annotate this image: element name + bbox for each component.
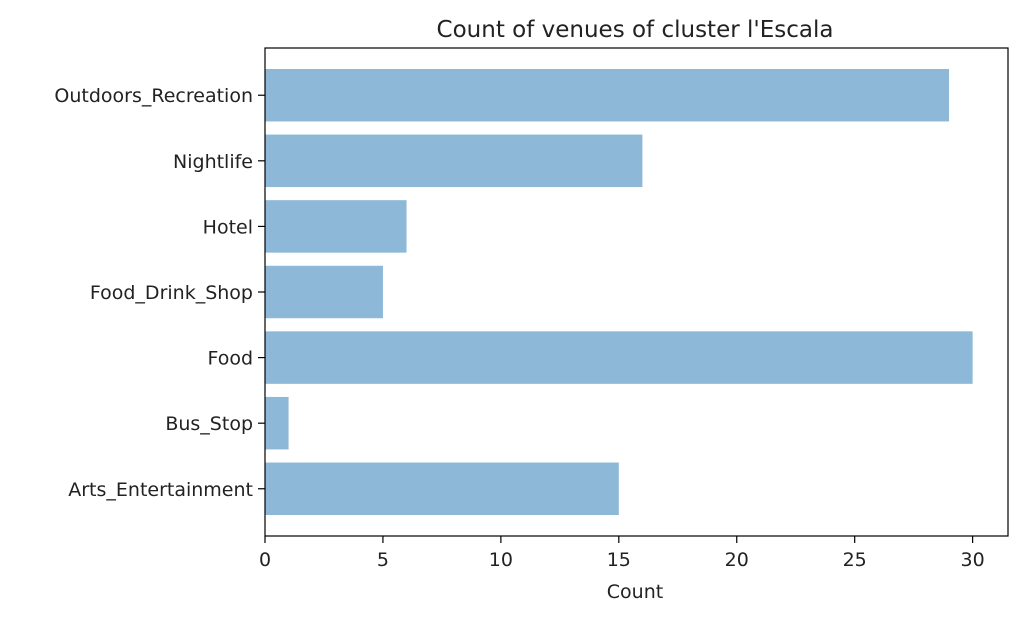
- x-tick-label: 5: [377, 549, 389, 571]
- bars-layer: [265, 68, 973, 516]
- x-axis-label: Count: [607, 581, 663, 603]
- x-tick-label: 10: [489, 549, 513, 571]
- y-tick-label: Bus_Stop: [165, 413, 253, 435]
- plot-frame: [264, 47, 1009, 537]
- bar-arts-entertainment: [265, 462, 619, 516]
- x-tick-label: 30: [961, 549, 985, 571]
- y-tick-label: Food_Drink_Shop: [90, 282, 253, 304]
- y-tick-label: Hotel: [203, 216, 253, 238]
- y-tick-label: Outdoors_Recreation: [54, 85, 253, 107]
- y-tick-label: Nightlife: [173, 151, 253, 173]
- x-tick-label: 0: [259, 549, 271, 571]
- bar-nightlife: [265, 134, 643, 188]
- bar-hotel: [265, 200, 407, 253]
- bar-food-drink-shop: [265, 265, 383, 319]
- y-axis: Arts_Entertainment Bus_Stop Food Food_Drink…: [54, 85, 265, 501]
- x-tick-label: 15: [607, 549, 631, 571]
- x-tick-label: 25: [843, 549, 867, 571]
- bar-bus-stop: [265, 396, 289, 450]
- chart-title: Count of venues of cluster l'Escala: [437, 17, 834, 43]
- y-tick-label: Arts_Entertainment: [68, 479, 253, 501]
- x-axis: 0 5 10 15 20 25 30: [259, 536, 985, 571]
- bar-outdoors-recreation: [265, 68, 950, 122]
- y-tick-label: Food: [207, 348, 253, 370]
- bar-food: [265, 331, 973, 384]
- x-tick-label: 20: [725, 549, 749, 571]
